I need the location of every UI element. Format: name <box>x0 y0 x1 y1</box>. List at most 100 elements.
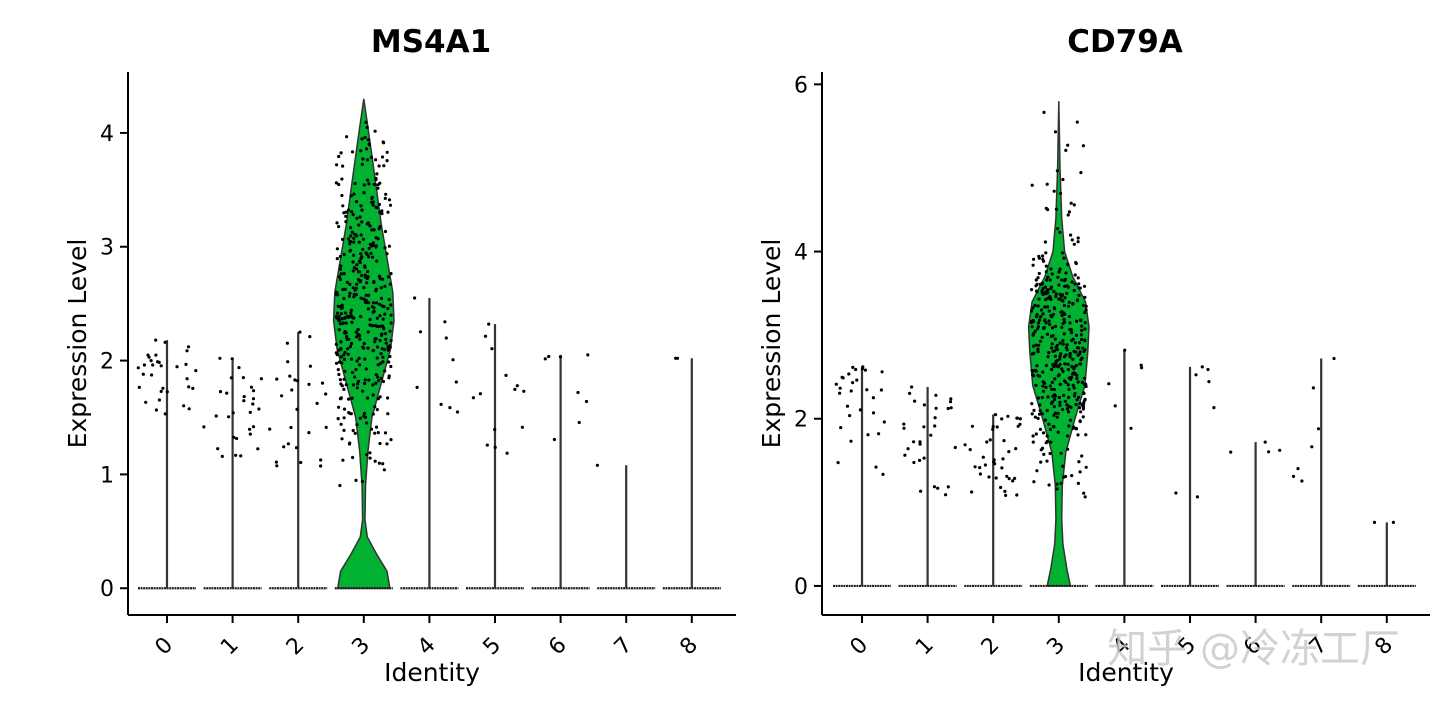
data-point <box>382 347 386 352</box>
data-point <box>352 295 356 299</box>
data-point <box>451 358 455 362</box>
y-tick-label: 0 <box>794 575 808 600</box>
data-point <box>348 345 352 349</box>
data-point <box>1076 353 1080 357</box>
data-point <box>370 196 374 200</box>
data-point <box>337 405 341 409</box>
data-point <box>377 274 382 278</box>
data-point <box>339 151 343 155</box>
data-point <box>1038 403 1042 407</box>
data-point <box>347 208 351 212</box>
data-point <box>295 407 299 411</box>
data-point <box>1056 275 1060 279</box>
data-point <box>1081 407 1085 411</box>
data-point <box>371 241 375 245</box>
data-point <box>341 237 345 241</box>
data-point <box>1050 342 1054 346</box>
data-point <box>388 329 392 333</box>
data-point <box>1048 451 1052 456</box>
data-point <box>1044 251 1048 255</box>
data-point <box>1033 329 1037 333</box>
data-point <box>359 149 363 153</box>
data-point <box>356 332 360 337</box>
data-point <box>1074 402 1078 407</box>
data-point <box>354 367 358 372</box>
data-point <box>389 272 393 276</box>
data-point <box>934 406 938 410</box>
data-point <box>357 259 362 263</box>
data-point <box>1063 362 1067 366</box>
data-point <box>361 157 365 161</box>
data-point <box>1055 169 1059 173</box>
data-point <box>364 367 368 371</box>
data-point <box>340 384 344 388</box>
data-point <box>335 311 340 315</box>
data-point <box>1034 432 1038 436</box>
data-point <box>1049 267 1053 271</box>
data-point <box>1060 251 1065 255</box>
data-point <box>375 172 379 176</box>
data-point <box>1079 410 1083 414</box>
data-point <box>1031 440 1035 444</box>
data-point <box>1052 405 1056 409</box>
data-point <box>1063 296 1067 300</box>
data-point <box>353 232 357 236</box>
data-point <box>882 420 886 424</box>
data-point <box>353 375 357 379</box>
data-point <box>377 379 381 383</box>
data-point <box>1064 271 1068 275</box>
data-point <box>855 378 859 382</box>
data-point <box>881 472 885 476</box>
data-point <box>1047 351 1051 355</box>
data-point <box>150 373 154 377</box>
data-point <box>1040 412 1044 416</box>
data-point <box>216 447 220 451</box>
data-point <box>298 330 302 334</box>
data-point <box>315 401 319 405</box>
data-point <box>335 247 339 251</box>
data-point <box>149 359 153 363</box>
data-point <box>547 354 551 359</box>
data-point <box>1079 171 1083 175</box>
data-point <box>1058 400 1062 404</box>
data-point <box>1043 319 1047 323</box>
data-point <box>933 424 937 428</box>
data-point <box>375 316 379 320</box>
data-point <box>1033 368 1037 373</box>
data-point <box>1078 419 1082 424</box>
data-point <box>388 344 392 348</box>
data-point <box>1045 290 1049 294</box>
data-point <box>1046 208 1050 212</box>
data-point <box>248 410 252 414</box>
data-point <box>360 137 364 141</box>
data-point <box>334 342 338 346</box>
data-point <box>1070 474 1074 478</box>
data-point <box>1064 148 1068 152</box>
data-point <box>344 210 348 214</box>
data-point <box>159 364 163 368</box>
data-point <box>1054 360 1058 364</box>
data-point <box>851 365 855 369</box>
data-point <box>343 329 347 334</box>
data-point <box>383 312 387 316</box>
data-point <box>918 458 922 462</box>
data-point <box>363 135 367 140</box>
x-tick-label: 4 <box>413 633 441 661</box>
data-point <box>175 365 179 369</box>
data-point <box>1062 332 1066 336</box>
data-point <box>1076 380 1080 384</box>
data-point <box>372 280 376 284</box>
data-point <box>381 317 385 321</box>
data-point <box>1001 457 1005 461</box>
data-point <box>1054 345 1058 349</box>
data-point <box>338 254 342 259</box>
data-point <box>388 203 393 207</box>
data-point <box>933 416 937 420</box>
data-point <box>352 236 356 240</box>
data-point <box>369 155 374 159</box>
data-point <box>1058 230 1062 234</box>
data-point <box>379 352 383 356</box>
data-point <box>380 332 384 336</box>
data-point <box>1033 415 1037 419</box>
